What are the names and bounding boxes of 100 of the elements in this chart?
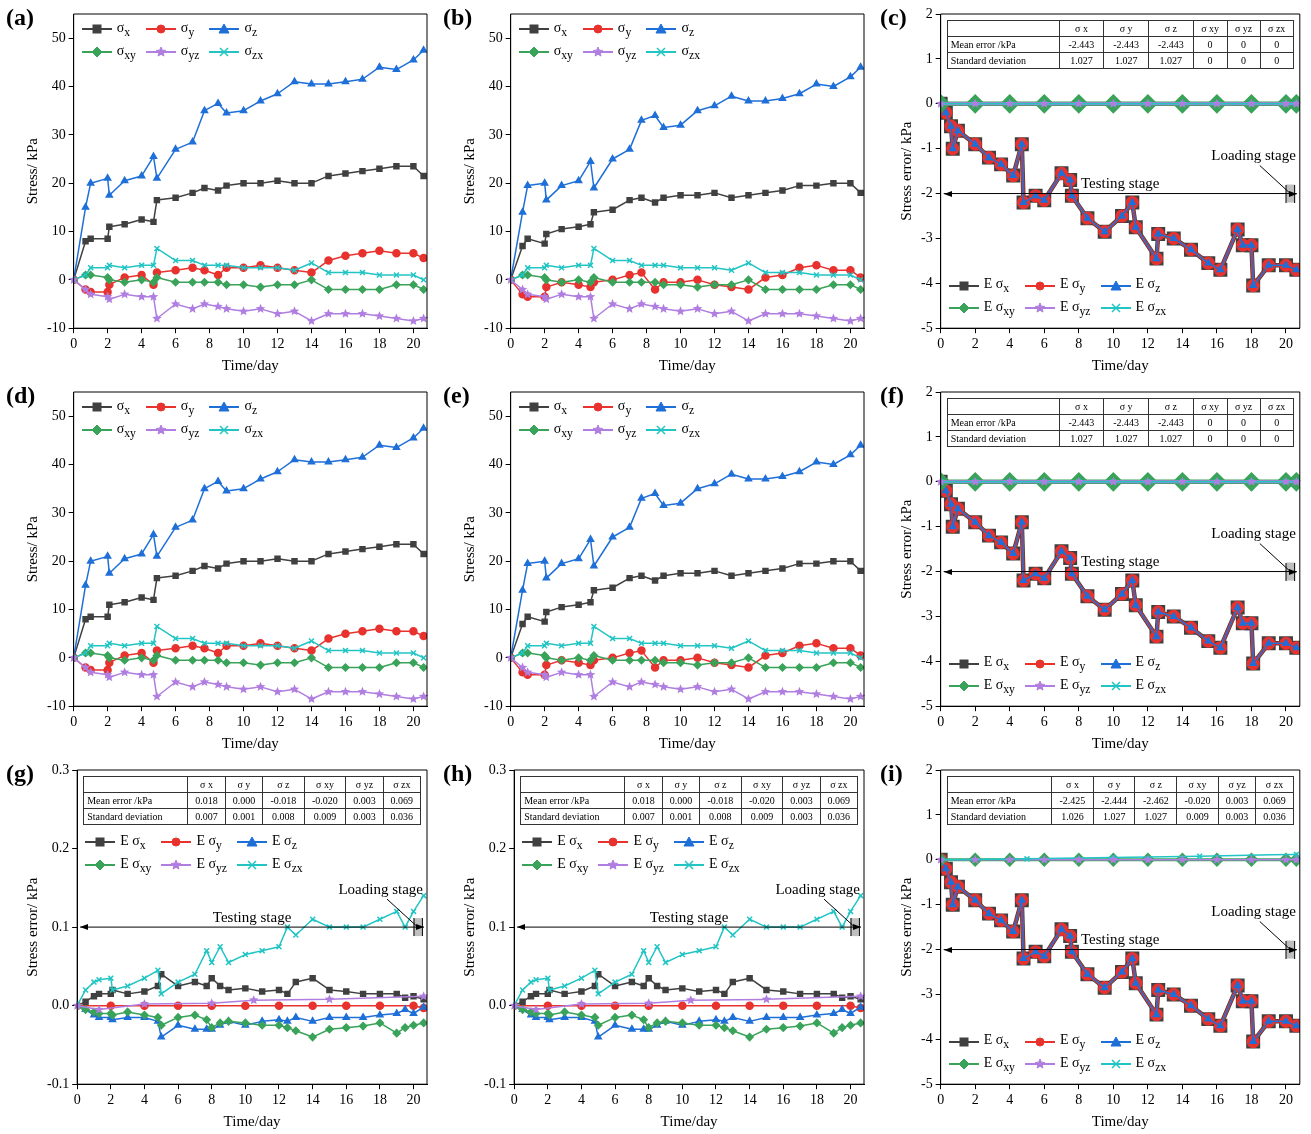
annotation: σ y <box>1093 776 1135 793</box>
x-tick-label: 2 <box>971 336 979 352</box>
y-tick-label: 10 <box>51 601 66 617</box>
annotation: Mean error /kPa <box>947 414 1060 431</box>
x-tick-label: 14 <box>741 714 756 730</box>
y-tick-label: 40 <box>488 456 503 472</box>
annotation: σ x <box>1059 398 1104 415</box>
y-axis-title: Stress/ kPa <box>23 137 40 205</box>
legend-label: σ$_{z}$ <box>681 20 695 39</box>
annotation: 0.007 <box>187 808 226 825</box>
annotation: 0.000 <box>225 792 263 809</box>
legend-label: σ$_{x}$ <box>553 20 568 39</box>
annotation: σ zx <box>820 776 858 793</box>
annotation: -2.444 <box>1093 792 1135 809</box>
legend-label: σ$_{zx}$ <box>681 420 700 440</box>
legend-label: σ$_{zx}$ <box>681 42 700 62</box>
y-tick-label: 2 <box>925 5 933 21</box>
band-label: Loading stage <box>1211 524 1297 541</box>
x-tick-label: 12 <box>270 336 285 352</box>
y-tick-label: 20 <box>488 552 503 568</box>
x-tick-label: 12 <box>1140 1092 1155 1108</box>
annotation: 1.027 <box>1103 52 1149 69</box>
x-tick-label: 18 <box>809 714 824 730</box>
chart-title: (a) <box>6 4 34 31</box>
y-tick-label: -4 <box>920 652 933 668</box>
annotation: 1.027 <box>1148 430 1194 447</box>
annotation: Standard deviation <box>947 430 1060 447</box>
annotation: Standard deviation <box>520 808 625 825</box>
annotation: 0.008 <box>262 808 305 825</box>
annotation: 0 <box>1260 430 1294 447</box>
annotation: σ x <box>624 776 663 793</box>
annotation: 0.009 <box>1176 808 1219 825</box>
annotation: Mean error /kPa <box>947 792 1052 809</box>
y-tick-label: 0.2 <box>488 840 507 856</box>
chart-title: (i) <box>880 760 903 787</box>
y-axis-title: Stress/ kPa <box>23 515 40 583</box>
y-tick-label: 0 <box>925 95 933 111</box>
y-tick-label: 50 <box>488 29 503 45</box>
x-tick-label: 4 <box>138 714 146 730</box>
annotation: 0.007 <box>624 808 663 825</box>
x-tick-label: 18 <box>1244 714 1259 730</box>
annotation: -2.443 <box>1103 414 1149 431</box>
annotation: 0.003 <box>1218 808 1256 825</box>
legend-label: E σ$_{y}$ <box>1059 276 1086 295</box>
legend-label: E σ$_{x}$ <box>557 833 583 852</box>
x-tick-label: 2 <box>104 714 112 730</box>
x-tick-label: 2 <box>541 336 549 352</box>
annotation: -2.443 <box>1059 414 1104 431</box>
x-tick-label: 12 <box>708 1092 723 1108</box>
annotation: σ x <box>1051 776 1094 793</box>
y-tick-label: 0.3 <box>488 761 507 777</box>
annotation: -0.020 <box>1176 792 1219 809</box>
annotation: 0.003 <box>1218 792 1256 809</box>
x-tick-label: 20 <box>843 714 858 730</box>
legend-label: σ$_{x}$ <box>553 398 568 417</box>
y-axis-title: Stress error/ kPa <box>897 877 914 977</box>
annotation: -0.020 <box>741 792 783 809</box>
legend-label: E σ$_{zx}$ <box>1135 298 1167 318</box>
x-tick-label: 4 <box>140 1092 148 1108</box>
x-axis-title: Time/day <box>1091 356 1150 373</box>
legend-label: E σ$_{x}$ <box>120 833 146 852</box>
x-tick-label: 10 <box>675 1092 690 1108</box>
x-tick-label: 0 <box>937 336 945 352</box>
annotation: 0.036 <box>1255 808 1294 825</box>
x-tick-label: 8 <box>1075 1092 1083 1108</box>
x-tick-label: 10 <box>1106 714 1121 730</box>
x-tick-label: 14 <box>1175 714 1190 730</box>
x-tick-label: 20 <box>406 336 421 352</box>
annotation: σ x <box>1059 20 1104 37</box>
x-tick-label: 16 <box>1209 1092 1224 1108</box>
annotation: Standard deviation <box>947 808 1052 825</box>
x-axis-title: Time/day <box>658 734 717 751</box>
annotation: 1.027 <box>1059 430 1104 447</box>
x-tick-label: 20 <box>1278 1092 1293 1108</box>
y-tick-label: -2 <box>920 563 933 579</box>
legend-label: E σ$_{x}$ <box>983 276 1010 295</box>
y-tick-label: -10 <box>46 319 66 335</box>
x-tick-label: 0 <box>937 714 945 730</box>
annotation: -2.443 <box>1148 36 1194 53</box>
y-tick-label: 0.1 <box>488 918 507 934</box>
y-tick-label: 0.3 <box>51 761 70 777</box>
annotation: 0.036 <box>820 808 858 825</box>
legend-label: E σ$_{xy}$ <box>983 676 1015 696</box>
annotation: σ yz <box>782 776 821 793</box>
annotation: σ z <box>1134 776 1177 793</box>
x-tick-label: 14 <box>304 336 319 352</box>
x-tick-label: 10 <box>236 714 251 730</box>
annotation: 1.027 <box>1093 808 1135 825</box>
x-tick-label: 14 <box>305 1092 320 1108</box>
x-tick-label: 10 <box>1106 1092 1121 1108</box>
annotation: 0.009 <box>304 808 346 825</box>
legend-label: E σ$_{zx}$ <box>1135 1054 1167 1074</box>
x-tick-label: 6 <box>174 1092 182 1108</box>
legend-label: E σ$_{yz}$ <box>1059 298 1091 318</box>
y-tick-label: -10 <box>483 319 503 335</box>
legend-label: E σ$_{yz}$ <box>1059 1054 1091 1074</box>
annotation: 1.027 <box>1134 808 1177 825</box>
y-tick-label: -1 <box>920 896 933 912</box>
annotation: σ y <box>1103 20 1149 37</box>
chart-title: (h) <box>443 760 473 787</box>
